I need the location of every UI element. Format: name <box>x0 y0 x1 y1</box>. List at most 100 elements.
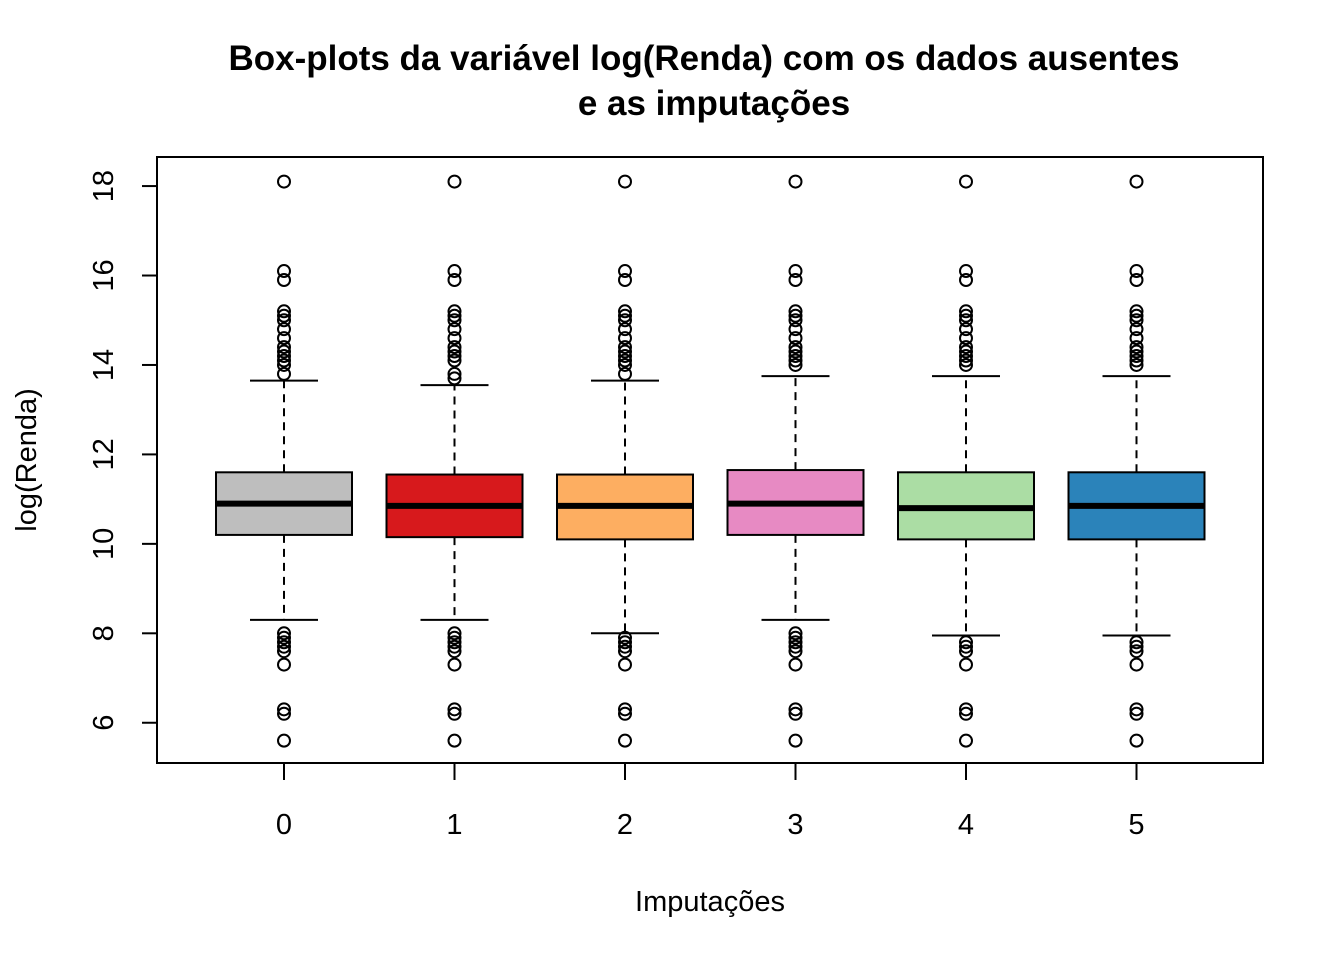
outlier-point <box>1129 706 1144 721</box>
outlier-point <box>959 635 973 650</box>
outlier-point <box>959 308 973 323</box>
outlier-point <box>1129 644 1144 659</box>
outlier-point <box>277 353 291 368</box>
outlier-point <box>959 174 973 189</box>
y-tick-label: 18 <box>88 170 120 202</box>
outlier-point <box>618 657 632 672</box>
outlier-point <box>618 644 632 659</box>
outlier-point <box>277 635 291 650</box>
box-group-3 <box>726 174 865 748</box>
boxes-layer <box>215 174 1206 748</box>
outlier-point <box>788 630 803 645</box>
outlier-point <box>618 353 632 368</box>
outlier-point <box>788 357 803 372</box>
outlier-point <box>1129 308 1144 323</box>
outlier-point <box>618 630 632 645</box>
outlier-point <box>788 702 803 717</box>
outlier-point <box>447 308 462 323</box>
y-axis: 6 8 10 12 14 16 18 <box>88 170 158 731</box>
outlier-point <box>277 344 291 359</box>
outlier-point <box>1129 635 1144 650</box>
outlier-point <box>788 626 803 641</box>
outlier-point <box>277 304 291 319</box>
outlier-point <box>788 331 803 346</box>
outlier-point <box>618 357 632 372</box>
outlier-point <box>1129 733 1144 748</box>
outlier-point <box>618 635 632 650</box>
x-tick-label: 4 <box>958 809 974 841</box>
outlier-point <box>959 272 973 287</box>
outlier-point <box>1129 353 1144 368</box>
y-tick-label: 16 <box>88 259 120 291</box>
outlier-point <box>618 639 632 654</box>
outlier-point <box>959 639 973 654</box>
outlier-point <box>447 706 462 721</box>
box-group-0 <box>215 174 353 748</box>
outlier-point <box>1129 349 1144 364</box>
outlier-point <box>788 353 803 368</box>
outlier-point <box>618 331 632 346</box>
outlier-point <box>447 340 462 355</box>
outlier-point <box>447 304 462 319</box>
outlier-point <box>447 644 462 659</box>
outlier-point <box>959 322 973 337</box>
outlier-point <box>788 308 803 323</box>
outlier-point <box>1129 322 1144 337</box>
box-group-5 <box>1067 174 1206 748</box>
outlier-point <box>277 264 291 279</box>
y-axis-label: log(Renda) <box>11 388 43 531</box>
outlier-point <box>447 174 462 189</box>
outlier-point <box>959 331 973 346</box>
outlier-point <box>277 626 291 641</box>
outlier-point <box>447 344 462 359</box>
outlier-point <box>959 644 973 659</box>
outlier-point <box>277 174 291 189</box>
y-tick-label: 12 <box>88 438 120 470</box>
outlier-point <box>618 366 632 381</box>
outlier-point <box>618 340 632 355</box>
outlier-point <box>618 272 632 287</box>
outlier-point <box>1129 174 1144 189</box>
outlier-point <box>618 174 632 189</box>
outlier-point <box>618 344 632 359</box>
outlier-point <box>447 630 462 645</box>
outlier-point <box>447 371 462 386</box>
outlier-point <box>788 706 803 721</box>
outlier-point <box>788 304 803 319</box>
outlier-point <box>277 630 291 645</box>
outlier-point <box>277 313 291 328</box>
outlier-point <box>788 657 803 672</box>
outlier-point <box>1129 272 1144 287</box>
outlier-point <box>1129 657 1144 672</box>
y-tick-label: 6 <box>88 715 120 731</box>
outlier-point <box>618 322 632 337</box>
outlier-point <box>959 702 973 717</box>
y-tick-label: 10 <box>88 528 120 560</box>
outlier-point <box>447 657 462 672</box>
outlier-point <box>618 349 632 364</box>
outlier-point <box>447 322 462 337</box>
x-tick-label: 2 <box>617 809 633 841</box>
outlier-point <box>618 733 632 748</box>
outlier-point <box>1129 313 1144 328</box>
outlier-point <box>277 357 291 372</box>
x-tick-label: 5 <box>1128 809 1144 841</box>
outlier-point <box>277 322 291 337</box>
outlier-point <box>277 639 291 654</box>
outlier-point <box>959 733 973 748</box>
outlier-point <box>959 353 973 368</box>
outlier-point <box>1129 639 1144 654</box>
outlier-point <box>277 733 291 748</box>
outlier-point <box>447 733 462 748</box>
outlier-point <box>959 657 973 672</box>
outlier-point <box>447 702 462 717</box>
outlier-point <box>1129 331 1144 346</box>
outlier-point <box>277 657 291 672</box>
outlier-point <box>277 702 291 717</box>
outlier-point <box>277 644 291 659</box>
outlier-point <box>277 706 291 721</box>
plot-frame <box>156 156 1264 764</box>
outlier-point <box>788 272 803 287</box>
outlier-point <box>618 308 632 323</box>
outlier-point <box>959 706 973 721</box>
